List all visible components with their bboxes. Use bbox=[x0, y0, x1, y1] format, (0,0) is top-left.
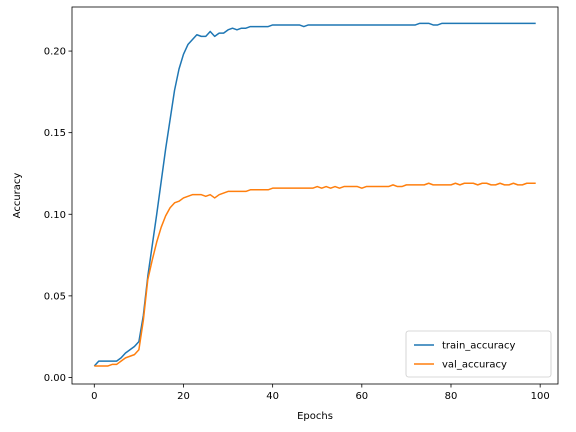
y-tick-label: 0.20 bbox=[44, 47, 66, 58]
x-axis-label: Epochs bbox=[297, 411, 333, 422]
series-line-train_accuracy bbox=[93, 22, 536, 367]
y-axis-label: Accuracy bbox=[12, 173, 23, 219]
legend-label-val_accuracy: val_accuracy bbox=[442, 360, 507, 371]
legend: train_accuracy val_accuracy bbox=[405, 330, 552, 378]
y-tick-label: 0.05 bbox=[44, 291, 66, 302]
x-tick-label: 20 bbox=[177, 391, 190, 402]
x-tick-label: 0 bbox=[91, 391, 97, 402]
x-tick-label: 80 bbox=[445, 391, 458, 402]
legend-box bbox=[405, 330, 552, 378]
x-tick-label: 60 bbox=[355, 391, 368, 402]
x-axis: 0 20 40 60 80 100 bbox=[91, 384, 550, 402]
series-line-val_accuracy bbox=[94, 182, 536, 367]
y-tick-label: 0.15 bbox=[44, 128, 66, 139]
legend-label-train_accuracy: train_accuracy bbox=[442, 341, 515, 352]
y-axis: 0.00 0.05 0.10 0.15 0.20 bbox=[44, 47, 72, 384]
y-tick-label: 0.00 bbox=[44, 373, 66, 384]
x-tick-label: 100 bbox=[531, 391, 550, 402]
y-tick-label: 0.10 bbox=[44, 210, 66, 221]
plot-frame bbox=[71, 6, 559, 385]
series-layer bbox=[93, 22, 536, 367]
x-tick-label: 40 bbox=[266, 391, 279, 402]
